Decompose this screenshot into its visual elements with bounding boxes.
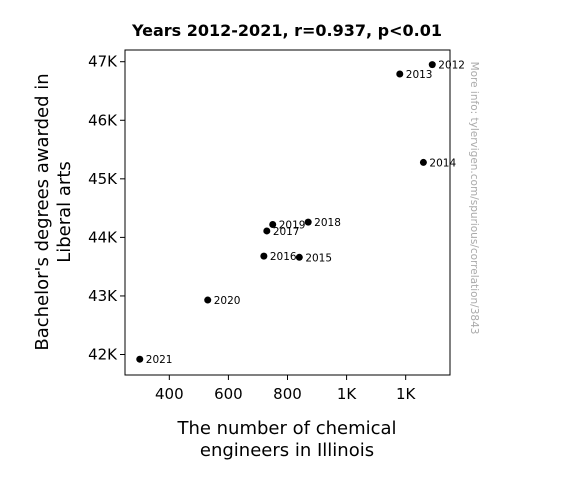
- data-point-label: 2014: [429, 157, 456, 169]
- x-axis-label-line-1: The number of chemical: [176, 418, 396, 439]
- data-point: [204, 296, 212, 304]
- y-axis-label-line-1: Bachelor's degrees awarded in: [32, 73, 53, 350]
- data-points: 2012 2013 2014 2015 2016 2017 2018 2019 2020 2021: [136, 60, 465, 366]
- data-point-label: 2021: [146, 354, 173, 366]
- y-tick-label: 46K: [88, 111, 118, 129]
- chart-title: Years 2012-2021, r=0.937, p<0.01: [131, 21, 442, 40]
- y-axis: 42K 43K 44K 45K 46K 47K: [88, 53, 125, 364]
- data-point-label: 2018: [314, 217, 341, 229]
- x-tick-label: 1K: [337, 385, 358, 403]
- y-tick-label: 45K: [88, 170, 118, 188]
- plot-area-frame: [124, 49, 451, 376]
- x-tick-label: 800: [273, 385, 302, 403]
- data-point: [419, 158, 427, 166]
- watermark-text: More info: tylervigen.com/spurious/corre…: [468, 62, 480, 335]
- y-axis-label-line-2: Liberal arts: [54, 161, 75, 263]
- data-point: [304, 218, 312, 226]
- data-point: [269, 221, 277, 229]
- data-point: [136, 355, 144, 363]
- data-point: [396, 70, 404, 78]
- data-point-label: 2015: [305, 252, 332, 264]
- data-point: [260, 252, 268, 260]
- data-point-label: 2020: [214, 295, 241, 307]
- x-tick-label: 600: [214, 385, 243, 403]
- data-point: [295, 253, 303, 261]
- y-tick-label: 42K: [88, 346, 118, 364]
- data-point-label: 2019: [279, 220, 306, 232]
- x-axis-label-line-2: engineers in Illinois: [200, 440, 374, 461]
- x-axis: 400 600 800 1K 1K: [155, 375, 417, 403]
- x-tick-label: 1K: [396, 385, 417, 403]
- y-tick-label: 47K: [88, 53, 118, 71]
- data-point: [263, 227, 271, 235]
- y-tick-label: 43K: [88, 287, 118, 305]
- x-tick-label: 400: [155, 385, 184, 403]
- data-point-label: 2012: [438, 60, 465, 72]
- data-point-label: 2016: [270, 251, 297, 263]
- y-tick-label: 44K: [88, 228, 118, 246]
- data-point: [428, 61, 436, 69]
- data-point-label: 2013: [406, 69, 433, 81]
- data-point-label: 2017: [273, 226, 300, 238]
